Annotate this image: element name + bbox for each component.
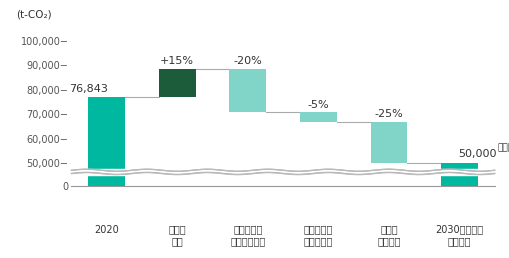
- Text: (t-CO₂): (t-CO₂): [16, 10, 52, 20]
- Bar: [440, 57, 477, 186]
- Bar: [88, 98, 125, 258]
- Bar: [229, 69, 266, 112]
- Text: +15%: +15%: [160, 55, 194, 66]
- Text: 50,000: 50,000: [458, 149, 496, 159]
- Bar: [159, 69, 195, 98]
- Bar: [88, 0, 125, 186]
- Text: -25%: -25%: [374, 109, 403, 119]
- Bar: [440, 163, 477, 258]
- Text: （年度）: （年度）: [496, 143, 509, 152]
- Bar: [299, 3, 336, 13]
- Text: -20%: -20%: [233, 55, 262, 66]
- Bar: [229, 0, 266, 3]
- Text: -5%: -5%: [307, 100, 328, 109]
- Bar: [299, 112, 336, 122]
- Text: 76,843: 76,843: [69, 84, 107, 94]
- Bar: [370, 122, 406, 163]
- Bar: [370, 13, 406, 57]
